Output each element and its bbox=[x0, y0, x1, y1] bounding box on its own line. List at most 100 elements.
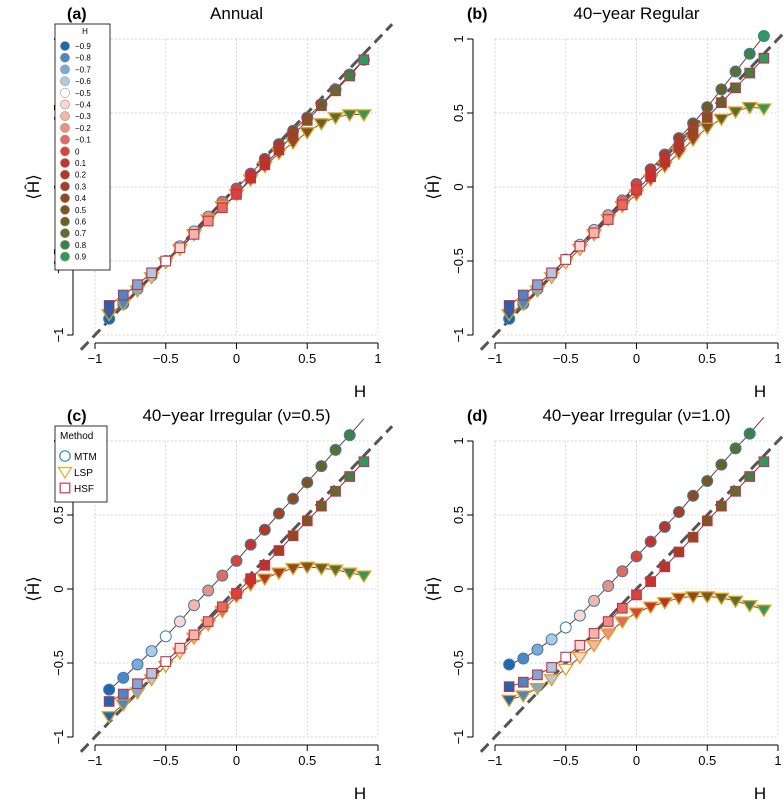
point-mtm bbox=[517, 652, 530, 665]
x-axis-label: H bbox=[354, 784, 366, 803]
legend-h-swatch bbox=[60, 99, 70, 110]
x-tick-label: 0.5 bbox=[298, 351, 316, 366]
point-mtm bbox=[103, 683, 116, 696]
point-lsp bbox=[699, 122, 716, 136]
point-hsf bbox=[174, 242, 186, 254]
point-hsf bbox=[273, 545, 285, 556]
point-hsf bbox=[287, 129, 299, 141]
point-mtm bbox=[258, 523, 271, 536]
x-tick-label: −1 bbox=[88, 753, 103, 768]
point-mtm bbox=[701, 474, 714, 487]
point-lsp bbox=[515, 690, 532, 704]
point-lsp bbox=[341, 109, 358, 122]
y-axis-label: ⟨Ĥ⟩ bbox=[24, 174, 43, 200]
point-lsp bbox=[713, 592, 730, 606]
point-hsf bbox=[202, 616, 214, 627]
legend-h-entry: −0.2 bbox=[75, 124, 91, 133]
legend-method-entry: LSP bbox=[74, 468, 93, 479]
point-hsf bbox=[316, 100, 327, 111]
y-tick-label: 0.5 bbox=[451, 104, 466, 122]
legend-method-entry: MTM bbox=[74, 452, 97, 463]
legend-h-swatch bbox=[60, 204, 70, 215]
point-hsf bbox=[645, 576, 656, 587]
point-hsf bbox=[344, 471, 356, 482]
point-mtm bbox=[715, 83, 728, 96]
point-hsf bbox=[245, 573, 257, 584]
legend-h-swatch bbox=[60, 76, 70, 86]
point-hsf bbox=[574, 240, 586, 252]
point-lsp bbox=[741, 600, 758, 613]
point-mtm bbox=[315, 460, 328, 473]
x-tick-label: 0 bbox=[633, 351, 640, 366]
x-tick-label: −1 bbox=[88, 351, 103, 366]
point-mtm bbox=[687, 489, 700, 502]
point-hsf bbox=[758, 456, 770, 468]
point-lsp bbox=[727, 595, 744, 609]
point-mtm bbox=[715, 458, 728, 471]
point-hsf bbox=[517, 289, 529, 301]
y-tick-label: 1 bbox=[451, 35, 466, 42]
x-tick-label: −0.5 bbox=[553, 753, 579, 768]
point-lsp bbox=[313, 118, 330, 131]
legend-mtm-symbol bbox=[59, 450, 71, 462]
point-hsf bbox=[687, 531, 699, 543]
y-tick-label: −0.5 bbox=[451, 248, 466, 274]
panel-label: (a) bbox=[67, 6, 87, 23]
point-hsf bbox=[659, 156, 671, 168]
point-mtm bbox=[343, 429, 356, 442]
point-hsf bbox=[117, 289, 129, 301]
point-hsf bbox=[146, 668, 157, 679]
panel-label: (b) bbox=[467, 6, 487, 23]
point-mtm bbox=[743, 427, 756, 440]
point-mtm bbox=[230, 554, 243, 567]
point-mtm bbox=[729, 442, 742, 455]
x-tick-label: 0.5 bbox=[698, 753, 716, 768]
point-mtm bbox=[672, 506, 685, 519]
point-hsf bbox=[245, 172, 257, 184]
point-hsf bbox=[560, 254, 572, 265]
point-hsf bbox=[160, 255, 172, 267]
point-hsf bbox=[517, 676, 529, 688]
x-tick-label: 1 bbox=[774, 351, 781, 366]
panel-b: −1 −1 −0.5 −0.5 0 0 0.5 0.5 1 1 H ⟨Ĥ⟩ (b) 40−year Reg… bbox=[424, 4, 784, 401]
legend-h-entry: 0.1 bbox=[75, 159, 87, 168]
legend-h-entry: 0.4 bbox=[75, 194, 87, 203]
point-hsf bbox=[744, 471, 756, 482]
point-mtm bbox=[287, 492, 300, 505]
legend-h-entry: 0.7 bbox=[75, 229, 87, 238]
legend-h-swatch bbox=[60, 181, 70, 192]
point-mtm bbox=[244, 538, 257, 551]
panel-title: 40−year Regular bbox=[573, 4, 700, 23]
point-hsf bbox=[344, 70, 356, 82]
y-tick-label: −0.5 bbox=[51, 650, 66, 676]
legend-h-entry: 0 bbox=[75, 147, 80, 156]
x-tick-label: 1 bbox=[374, 753, 381, 768]
legend-h-swatch bbox=[60, 134, 70, 145]
point-mtm bbox=[216, 569, 229, 582]
point-mtm bbox=[545, 633, 558, 646]
point-mtm bbox=[301, 476, 314, 489]
x-tick-label: 1 bbox=[774, 753, 781, 768]
point-lsp bbox=[656, 597, 673, 610]
point-hsf bbox=[602, 214, 614, 225]
point-lsp bbox=[313, 563, 330, 576]
point-hsf bbox=[132, 678, 143, 690]
panel-title: 40−year Irregular (ν=0.5) bbox=[142, 406, 330, 425]
point-hsf bbox=[631, 184, 642, 196]
point-mtm bbox=[644, 535, 657, 548]
point-hsf bbox=[287, 530, 299, 542]
x-tick-label: 0 bbox=[233, 753, 240, 768]
point-lsp bbox=[628, 607, 645, 621]
point-hsf bbox=[574, 639, 586, 651]
legend-h-entry: −0.3 bbox=[75, 112, 91, 121]
legend-h-swatch bbox=[60, 239, 70, 250]
legend-h-entry: −0.9 bbox=[75, 42, 91, 51]
point-mtm bbox=[188, 599, 201, 612]
point-hsf bbox=[231, 588, 242, 599]
point-hsf bbox=[687, 126, 699, 138]
point-lsp bbox=[327, 564, 344, 578]
point-hsf bbox=[645, 171, 656, 182]
point-hsf bbox=[301, 515, 313, 527]
y-axis-label: ⟨Ĥ⟩ bbox=[424, 576, 443, 602]
point-lsp bbox=[299, 127, 316, 140]
